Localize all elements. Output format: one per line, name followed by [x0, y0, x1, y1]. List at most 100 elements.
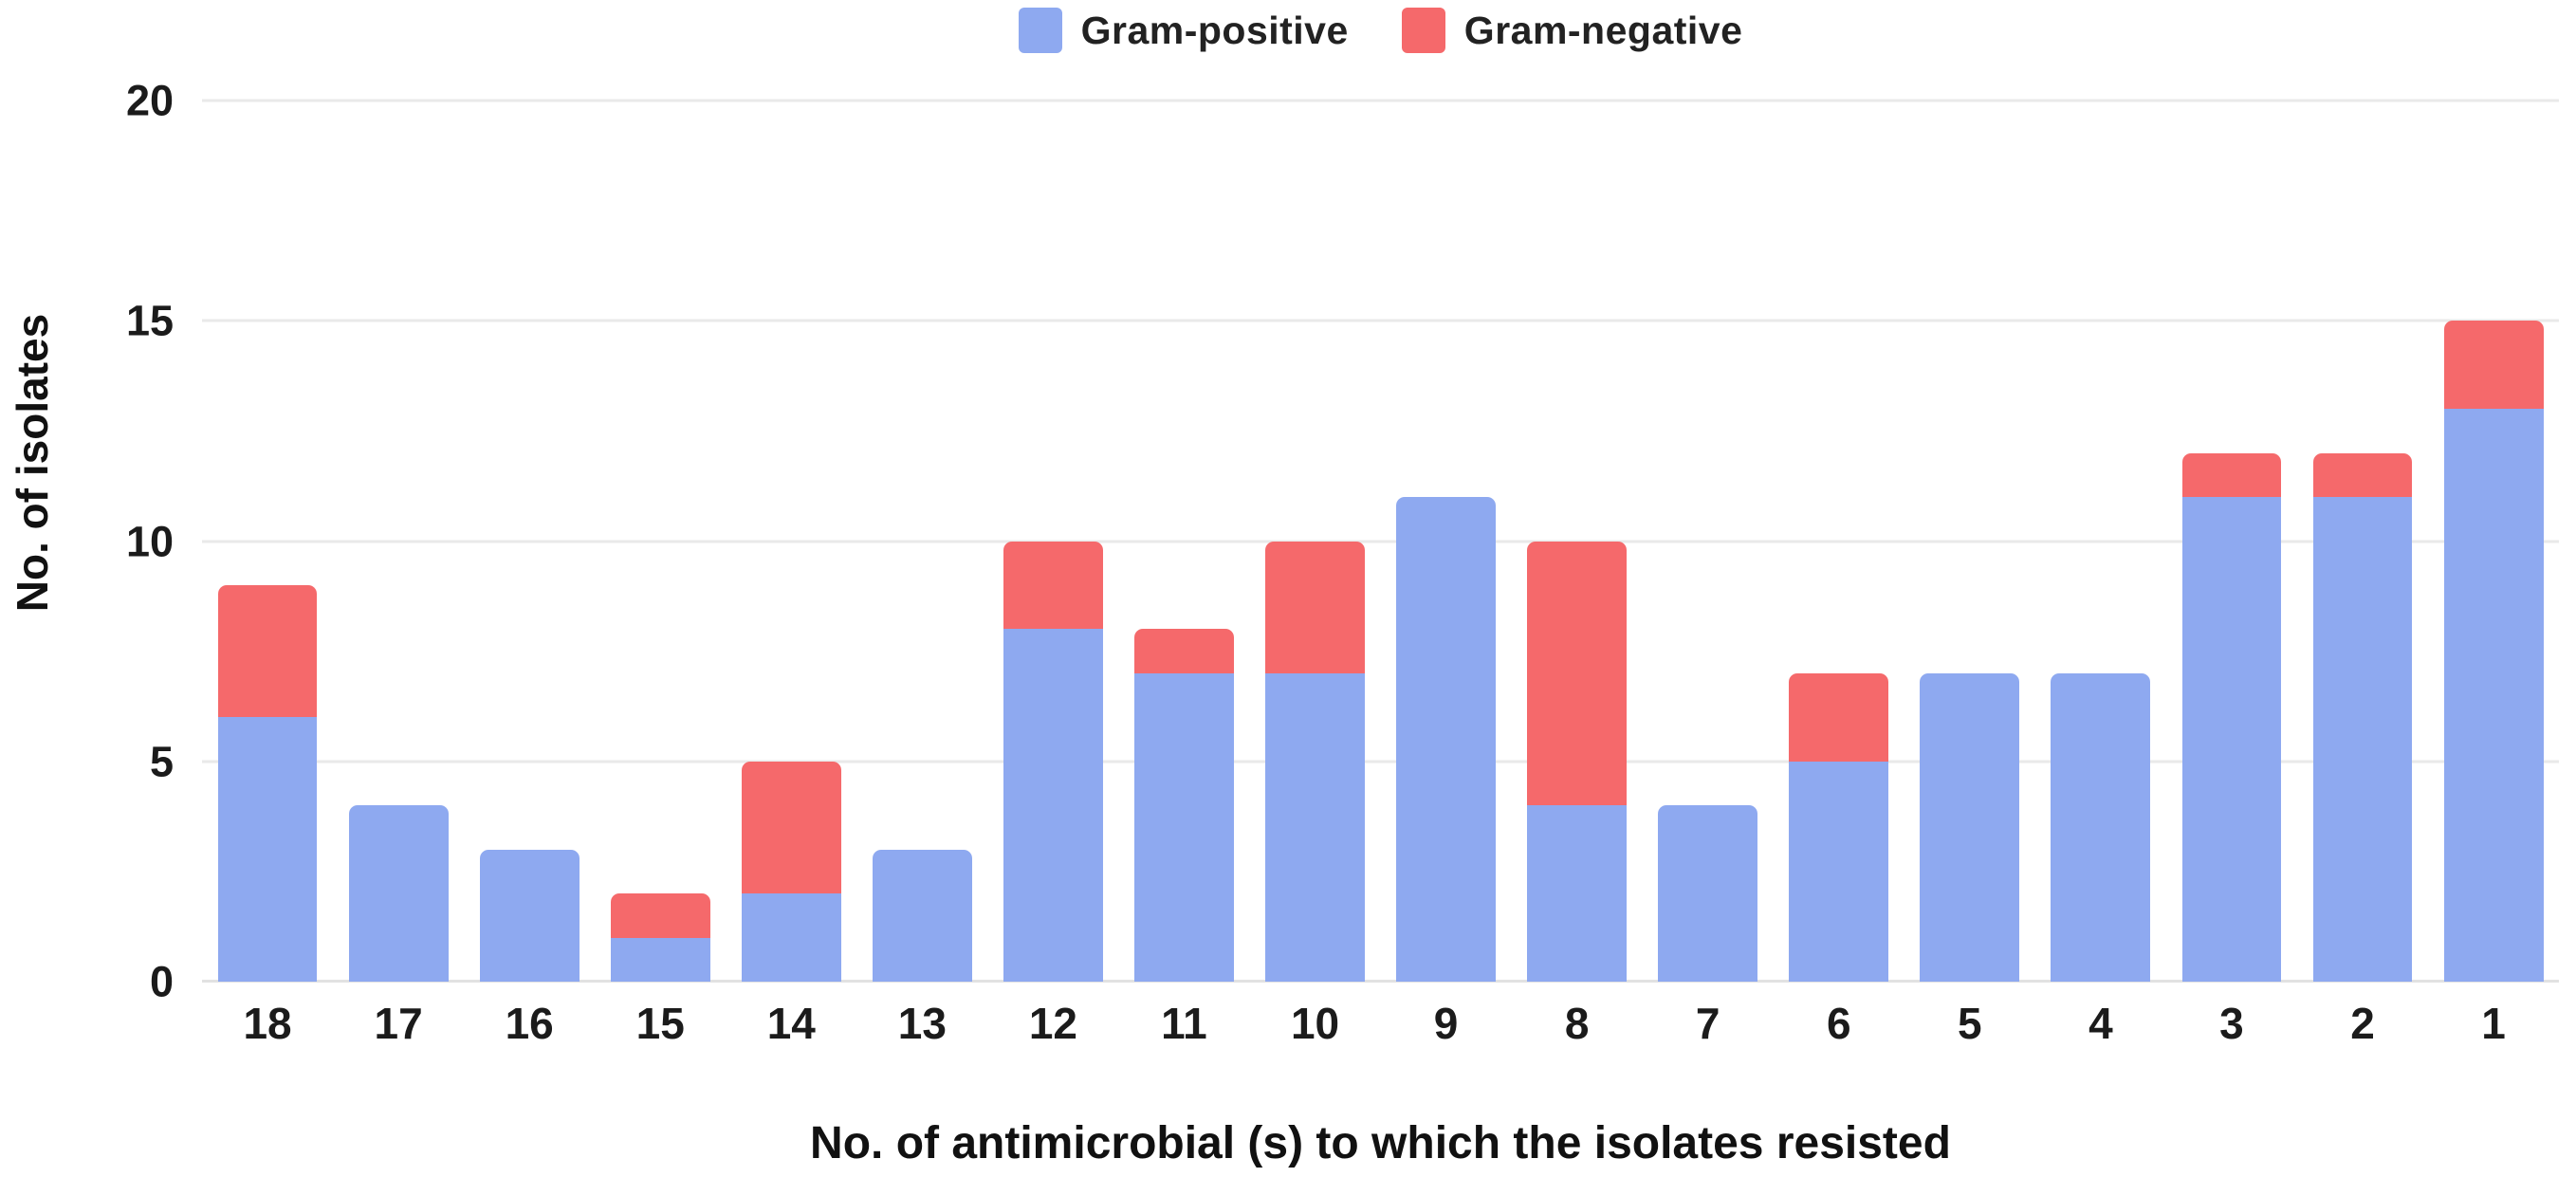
x-tick-label-2: 2	[2350, 999, 2375, 1048]
x-tick-label-11: 11	[1161, 999, 1207, 1048]
bar-slot-10	[1250, 101, 1381, 982]
bar-slot-13	[856, 101, 987, 982]
bar-stack-16	[479, 849, 580, 982]
x-tick-label-17: 17	[374, 999, 423, 1048]
x-tick-label-9: 9	[1433, 999, 1459, 1048]
bars-container	[202, 101, 2559, 982]
bar-stack-9	[1396, 497, 1497, 982]
y-tick-label-10: 10	[125, 517, 174, 565]
x-tick-label-4: 4	[2088, 999, 2113, 1048]
bar-slot-3	[2166, 101, 2297, 982]
x-tick-label-1: 1	[2481, 999, 2506, 1048]
bar-segment-gram-negative-x14	[741, 761, 841, 894]
bar-segment-gram-positive-x10	[1265, 672, 1365, 982]
bar-stack-14	[741, 761, 841, 982]
bar-segment-gram-positive-x17	[348, 805, 449, 982]
bar-slot-4	[2035, 101, 2166, 982]
bar-stack-10	[1265, 541, 1365, 982]
bar-slot-14	[726, 101, 856, 982]
bar-stack-7	[1658, 805, 1758, 982]
bar-stack-4	[2051, 672, 2151, 982]
legend-item-gram-negative: Gram-negative	[1401, 8, 1743, 53]
bar-segment-gram-positive-x2	[2312, 497, 2413, 982]
y-tick-label-20: 20	[125, 76, 174, 125]
bar-segment-gram-positive-x3	[2181, 497, 2282, 982]
gridline-10	[202, 540, 2559, 543]
bar-slot-5	[1904, 101, 2035, 982]
legend-label: Gram-positive	[1080, 8, 1349, 52]
bar-segment-gram-negative-x6	[1789, 672, 1889, 762]
x-axis-line	[202, 980, 2559, 983]
y-axis-title: No. of isolates	[8, 313, 57, 613]
bar-segment-gram-negative-x3	[2181, 452, 2282, 498]
bar-slot-2	[2297, 101, 2428, 982]
x-tick-label-16: 16	[505, 999, 554, 1048]
x-axis-title: No. of antimicrobial (s) to which the is…	[810, 1118, 1951, 1168]
gram-positive-swatch-icon	[1018, 8, 1062, 53]
x-tick-label-18: 18	[243, 999, 292, 1048]
x-tick-label-10: 10	[1290, 999, 1340, 1048]
bar-segment-gram-positive-x8	[1527, 805, 1628, 982]
bar-slot-16	[464, 101, 595, 982]
bar-segment-gram-positive-x15	[610, 937, 710, 982]
x-tick-label-5: 5	[1958, 999, 1982, 1048]
bar-stack-1	[2443, 321, 2544, 982]
bar-segment-gram-negative-x8	[1527, 541, 1628, 806]
bar-segment-gram-negative-x11	[1134, 629, 1234, 673]
x-tick-label-6: 6	[1826, 999, 1851, 1048]
bar-slot-18	[202, 101, 333, 982]
bar-slot-9	[1381, 101, 1512, 982]
bar-segment-gram-negative-x18	[217, 584, 318, 718]
gridline-5	[202, 760, 2559, 763]
x-tick-label-7: 7	[1695, 999, 1720, 1048]
gridline-20	[202, 99, 2559, 102]
bar-stack-3	[2181, 452, 2282, 982]
bar-segment-gram-positive-x6	[1789, 761, 1889, 982]
bar-segment-gram-positive-x1	[2443, 409, 2544, 982]
bar-segment-gram-negative-x15	[610, 893, 710, 938]
y-tick-label-15: 15	[125, 296, 174, 345]
bar-slot-15	[595, 101, 726, 982]
bar-stack-11	[1134, 629, 1234, 982]
bar-slot-17	[333, 101, 464, 982]
gridline-15	[202, 319, 2559, 322]
x-tick-label-14: 14	[766, 999, 816, 1048]
plot-area: 0 5 10 15 20	[126, 80, 2559, 1003]
bar-slot-11	[1118, 101, 1249, 982]
bar-slot-1	[2428, 101, 2559, 982]
bar-segment-gram-negative-x12	[1003, 541, 1103, 630]
bar-segment-gram-positive-x11	[1134, 672, 1234, 982]
bar-stack-18	[217, 584, 318, 982]
bar-stack-2	[2312, 452, 2413, 982]
bar-segment-gram-negative-x1	[2443, 321, 2544, 410]
legend: Gram-positive Gram-negative	[202, 8, 2559, 53]
bar-segment-gram-positive-x14	[741, 893, 841, 982]
legend-item-gram-positive: Gram-positive	[1018, 8, 1349, 53]
gram-negative-swatch-icon	[1401, 8, 1445, 53]
bar-stack-12	[1003, 541, 1103, 982]
x-tick-labels: 18 17 16 15 14 13 12 11 10 9 8 7 6 5 4 3 2 1	[202, 998, 2559, 1049]
x-tick-label-3: 3	[2219, 999, 2244, 1048]
legend-label: Gram-negative	[1463, 8, 1743, 52]
x-tick-label-8: 8	[1564, 999, 1590, 1048]
x-tick-label-13: 13	[897, 999, 947, 1048]
bar-slot-12	[987, 101, 1118, 982]
x-tick-label-12: 12	[1028, 999, 1077, 1048]
bar-segment-gram-positive-x13	[872, 849, 972, 982]
bar-segment-gram-positive-x18	[217, 717, 318, 982]
bar-stack-17	[348, 805, 449, 982]
bar-segment-gram-positive-x7	[1658, 805, 1758, 982]
bar-stack-8	[1527, 541, 1628, 982]
bar-segment-gram-negative-x10	[1265, 541, 1365, 673]
bar-slot-8	[1512, 101, 1643, 982]
bar-segment-gram-positive-x4	[2051, 672, 2151, 982]
bar-segment-gram-positive-x12	[1003, 629, 1103, 982]
y-tick-label-0: 0	[149, 957, 174, 1006]
bar-segment-gram-positive-x16	[479, 849, 580, 982]
bar-slot-7	[1643, 101, 1774, 982]
x-tick-label-15: 15	[635, 999, 685, 1048]
bar-stack-15	[610, 893, 710, 982]
bar-stack-5	[1920, 672, 2020, 982]
bar-segment-gram-negative-x2	[2312, 452, 2413, 498]
